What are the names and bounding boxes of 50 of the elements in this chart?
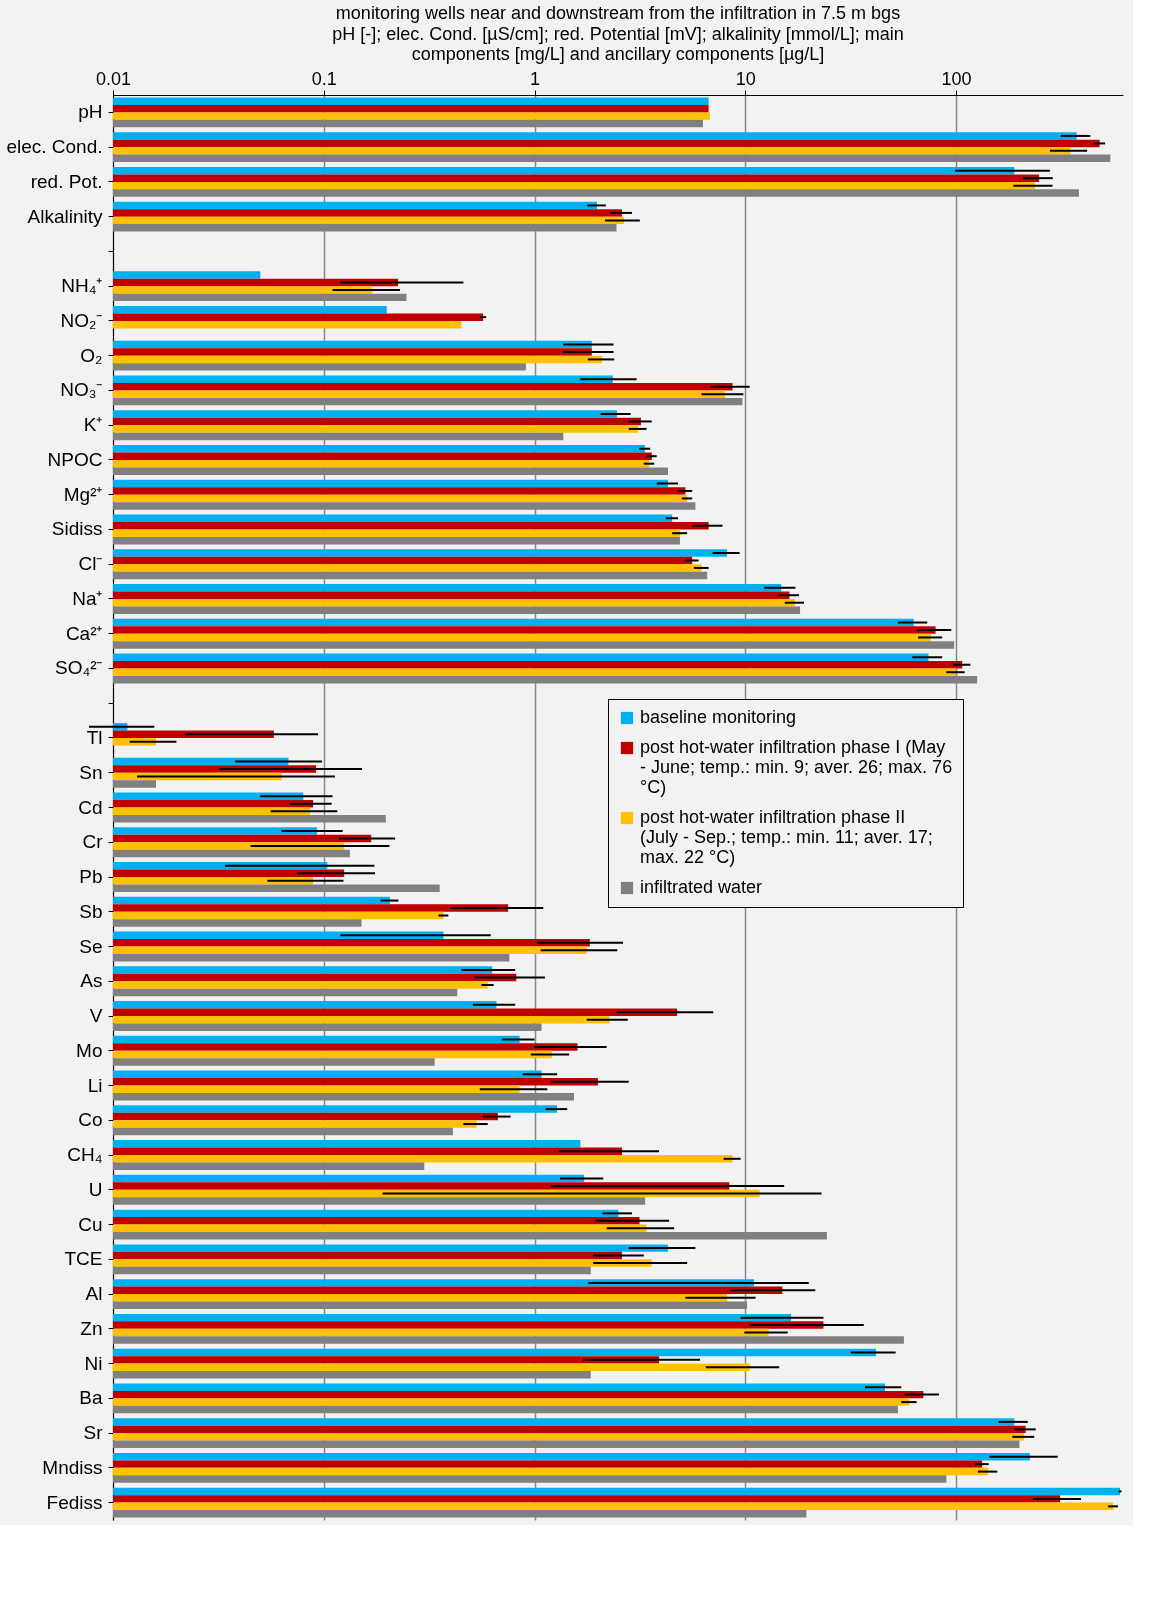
- y-tick-label: NH₄⁺: [61, 275, 103, 297]
- legend-label: baseline monitoring: [640, 707, 797, 727]
- y-tick-label: Ni: [84, 1352, 103, 1374]
- x-tick-label: 1: [529, 68, 541, 89]
- legend-label: infiltrated water: [640, 877, 763, 897]
- y-tick-label: TCE: [64, 1248, 103, 1270]
- y-tick-label: Se: [79, 935, 103, 957]
- y-tick-label: K⁺: [83, 414, 103, 436]
- x-tick-label: 100: [941, 68, 972, 89]
- y-tick-label: Ca²⁺: [65, 622, 103, 644]
- y-tick-label: NPOC: [47, 448, 103, 470]
- chart-subtitle: pH [-]; elec. Cond. [µS/cm]; red. Potential [mV]; alkalinity [mmol/L]; main components [mg/L] and ancillary components [µg/L]: [332, 24, 904, 64]
- y-tick-label: pH: [78, 101, 103, 123]
- y-tick-label: NO₃⁻: [60, 379, 103, 401]
- y-tick-label: elec. Cond.: [6, 136, 103, 158]
- x-tick-label: 0.1: [311, 68, 337, 89]
- y-tick-label: SO₄²⁻: [54, 657, 103, 679]
- legend-label: post hot-water infiltration phase I (May - June; temp.: min. 9; aver. 26; max. 76 °C): [640, 737, 953, 797]
- y-tick-label: Cl⁻: [78, 553, 103, 575]
- y-tick-label: Pb: [79, 866, 103, 888]
- y-tick-label: Alkalinity: [27, 205, 103, 227]
- y-tick-label: Cd: [78, 796, 103, 818]
- y-tick-label: CH₄: [67, 1144, 103, 1166]
- y-tick-label: Zn: [80, 1317, 103, 1339]
- y-tick-label: Sb: [79, 900, 103, 922]
- y-tick-label: As: [80, 970, 103, 992]
- y-tick-label: Mo: [76, 1039, 103, 1061]
- y-tick-label: red. Pot.: [30, 170, 103, 192]
- y-tick-label: Co: [78, 1109, 103, 1131]
- y-tick-label: NO₂⁻: [60, 309, 103, 331]
- y-tick-label: Sr: [83, 1422, 104, 1444]
- y-tick-label: Fediss: [46, 1491, 103, 1513]
- x-tick-label: 10: [735, 68, 756, 89]
- chart-title: monitoring wells near and downstream from the infiltration in 7.5 m bgs: [335, 3, 901, 23]
- y-tick-label: Sn: [79, 761, 103, 783]
- y-tick-label: Na⁺: [72, 587, 103, 609]
- y-tick-label: Ba: [79, 1387, 103, 1409]
- y-tick-label: Sidiss: [51, 518, 103, 540]
- legend-label: post hot-water infiltration phase II (July - Sep.; temp.: min. 11; aver. 17; max. 22 °C): [640, 807, 933, 867]
- y-tick-label: O₂: [80, 344, 103, 366]
- y-tick-label: V: [89, 1005, 103, 1027]
- y-tick-label: Cu: [78, 1213, 103, 1235]
- y-tick-label: Mndiss: [42, 1456, 103, 1478]
- y-tick-label: Tl: [86, 726, 103, 748]
- y-tick-label: Al: [85, 1283, 103, 1305]
- y-tick-label: Cr: [82, 831, 104, 853]
- y-tick-label: Mg²⁺: [63, 483, 103, 505]
- y-tick-label: U: [88, 1178, 103, 1200]
- x-tick-label: 0.01: [95, 68, 132, 89]
- y-tick-label: Li: [87, 1074, 103, 1096]
